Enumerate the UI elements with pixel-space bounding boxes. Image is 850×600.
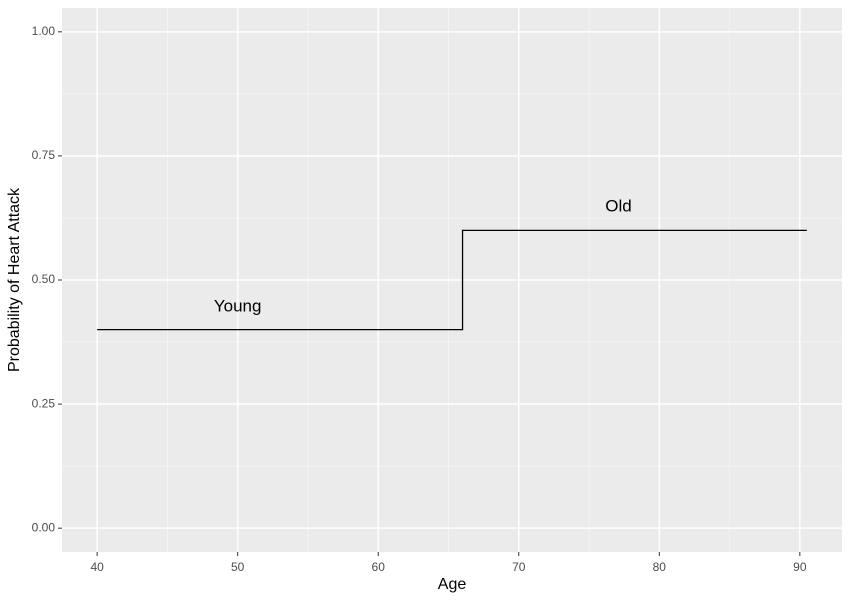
x-tick-label: 60	[372, 560, 386, 574]
y-tick-label: 0.75	[32, 148, 56, 162]
x-tick-label: 50	[231, 560, 245, 574]
x-axis-label: Age	[438, 576, 467, 593]
x-tick-label: 70	[512, 560, 526, 574]
y-tick-label: 1.00	[32, 24, 56, 38]
annotation: Young	[214, 296, 262, 315]
y-axis-label: Probability of Heart Attack	[6, 187, 23, 372]
y-tick-label: 0.00	[32, 520, 56, 534]
x-tick-label: 80	[653, 560, 667, 574]
y-tick-label: 0.50	[32, 272, 56, 286]
x-tick-label: 90	[793, 560, 807, 574]
y-tick-label: 0.25	[32, 396, 56, 410]
x-tick-label: 40	[90, 560, 104, 574]
step-line	[97, 229, 807, 331]
annotation: Old	[605, 197, 631, 216]
